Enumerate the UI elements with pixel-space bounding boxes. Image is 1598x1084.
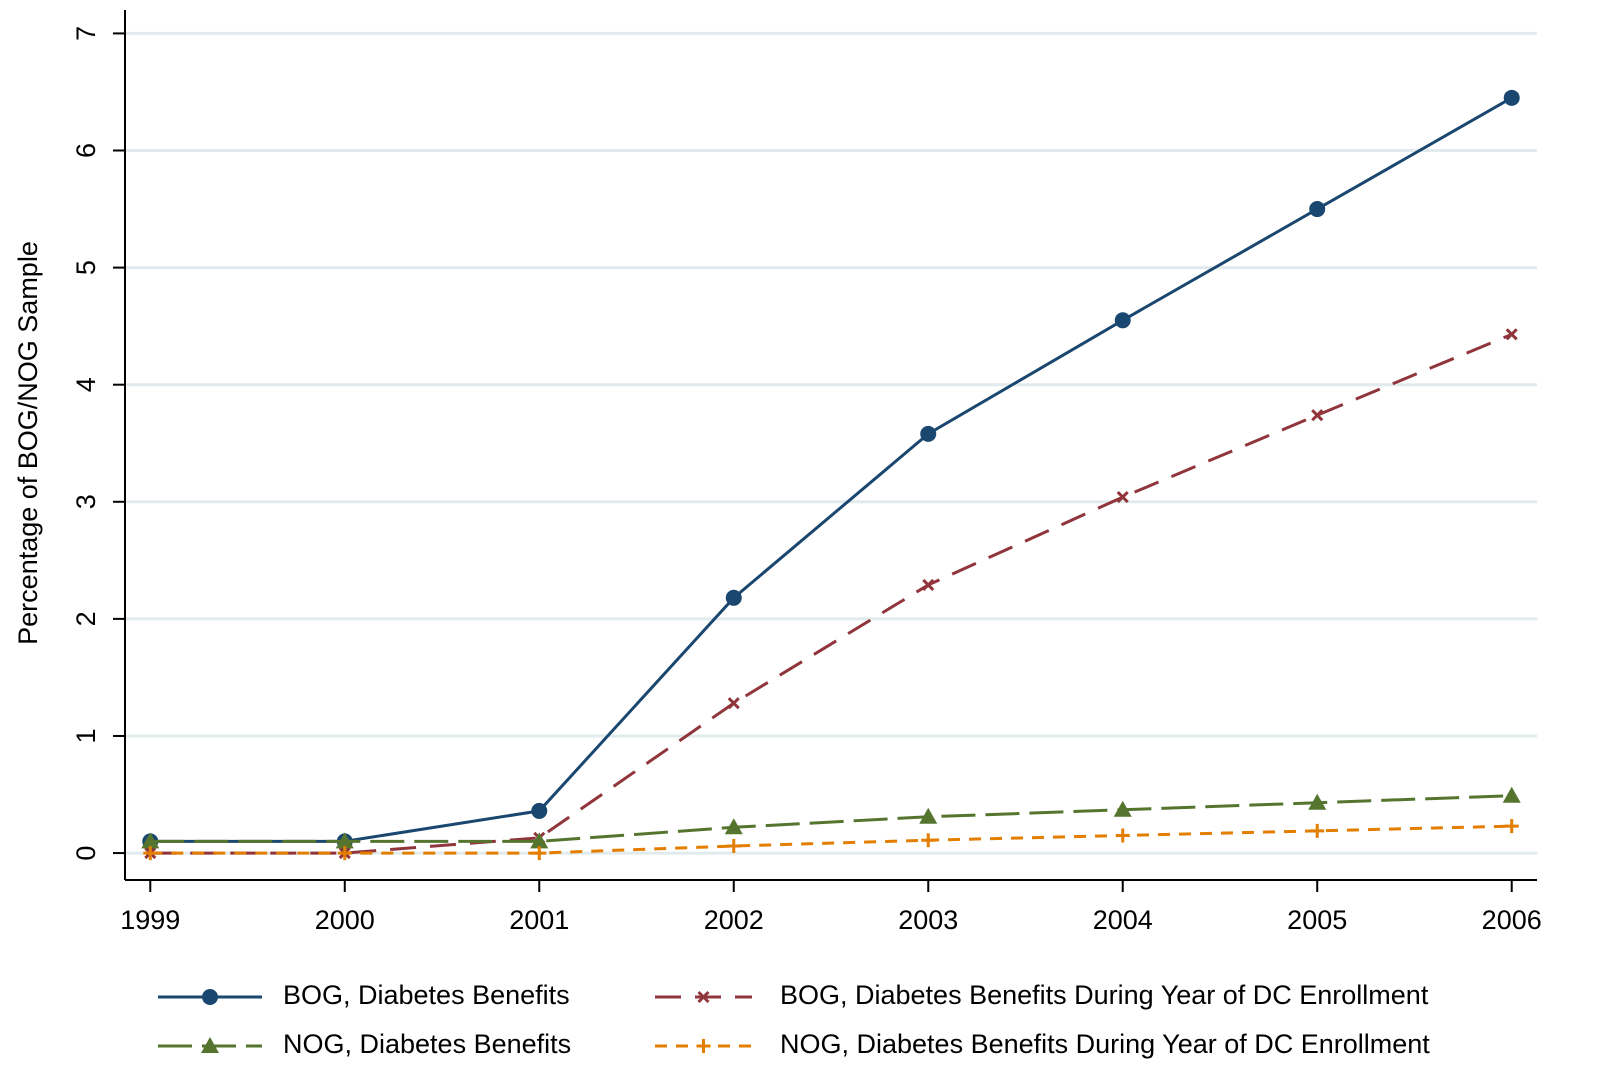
y-tick-label: 7 [71, 26, 101, 41]
x-tick-label: 2001 [509, 905, 569, 935]
x-tick-label: 2000 [315, 905, 375, 935]
marker [1113, 800, 1132, 817]
marker [1308, 793, 1327, 810]
y-tick-label: 1 [71, 728, 101, 743]
marker [1115, 828, 1130, 843]
marker [1114, 312, 1131, 329]
marker [1116, 491, 1129, 504]
y-tick-label: 4 [71, 377, 101, 392]
y-tick-label: 6 [71, 143, 101, 158]
marker [337, 846, 352, 861]
x-tick-label: 1999 [120, 905, 180, 935]
marker [724, 818, 743, 835]
legend-label: BOG, Diabetes Benefits [283, 980, 570, 1010]
legend-marker [201, 1037, 219, 1053]
y-tick-label: 0 [71, 846, 101, 861]
legend-label: NOG, Diabetes Benefits During Year of DC… [780, 1029, 1430, 1059]
series-line [150, 96, 1513, 843]
marker [1504, 819, 1519, 834]
marker [921, 833, 936, 848]
marker [143, 846, 158, 861]
marker [726, 839, 741, 854]
marker [141, 832, 160, 849]
marker [530, 832, 549, 849]
marker [1309, 201, 1326, 218]
marker [1310, 823, 1325, 838]
marker [1311, 409, 1324, 422]
marker [1502, 786, 1521, 803]
legend-label: BOG, Diabetes Benefits During Year of DC… [780, 980, 1429, 1010]
marker [920, 425, 937, 442]
marker [335, 832, 354, 849]
marker [1503, 89, 1520, 106]
y-tick-label: 2 [71, 611, 101, 626]
series-line [150, 794, 1512, 843]
series-line [150, 332, 1513, 855]
marker [1505, 328, 1518, 341]
series-line [150, 824, 1512, 855]
marker [725, 589, 742, 606]
legend-marker [697, 990, 710, 1004]
legend-marker [202, 989, 218, 1005]
marker [919, 807, 938, 824]
x-tick-label: 2006 [1482, 905, 1542, 935]
x-tick-label: 2003 [898, 905, 958, 935]
marker [922, 578, 935, 591]
x-tick-label: 2004 [1093, 905, 1153, 935]
marker [531, 802, 548, 819]
legend-marker [696, 1039, 711, 1053]
x-tick-label: 2002 [704, 905, 764, 935]
y-tick-label: 3 [71, 494, 101, 509]
marker [727, 697, 740, 710]
x-tick-label: 2005 [1287, 905, 1347, 935]
legend-label: NOG, Diabetes Benefits [283, 1029, 571, 1059]
marker [532, 846, 547, 861]
y-tick-label: 5 [71, 260, 101, 275]
y-axis-label: Percentage of BOG/NOG Sample [13, 241, 43, 645]
